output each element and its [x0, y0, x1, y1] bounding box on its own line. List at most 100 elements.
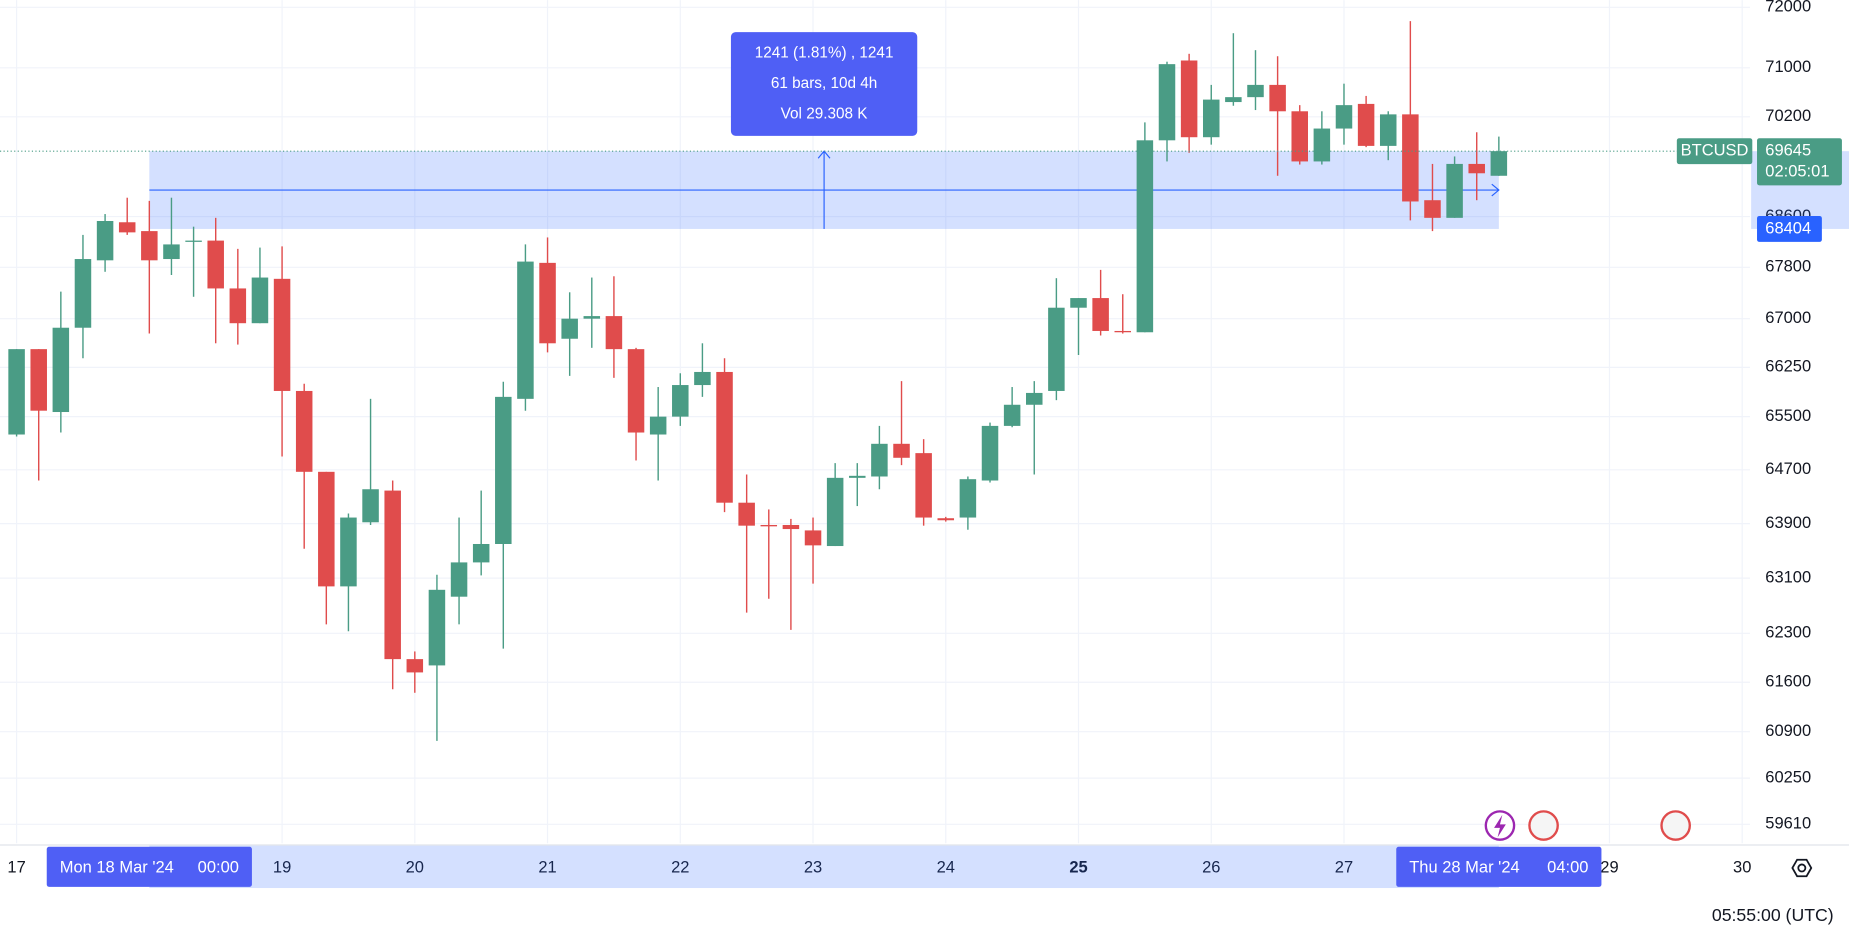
- candle-body: [273, 278, 291, 391]
- candle-body: [539, 262, 556, 344]
- measure-overlay: [149, 150, 1849, 889]
- candle-body: [141, 231, 158, 261]
- candle-body: [1158, 64, 1176, 141]
- candle-body: [1136, 140, 1154, 333]
- candle-body: [251, 277, 269, 324]
- candle-body: [760, 524, 778, 527]
- candle-body: [1446, 163, 1463, 218]
- candle-body: [649, 416, 667, 435]
- y-tick-label: 62300: [1765, 624, 1811, 642]
- symbol-box: [1676, 138, 1753, 165]
- last-price-label: 69645: [1765, 142, 1811, 160]
- x-tick-label: 19: [273, 858, 291, 876]
- labels: 1241 (1.81%) , 1241 61 bars, 10d 4h Vol 29…: [0, 32, 1842, 887]
- arrowhead: [817, 150, 831, 159]
- arrowhead: [1491, 183, 1500, 197]
- measure-from-label: 68404: [1765, 219, 1811, 237]
- flag-icon[interactable]: [1528, 810, 1559, 841]
- candle-body: [1379, 114, 1397, 146]
- candle-body: [871, 443, 888, 477]
- y-tick-label: 60900: [1765, 722, 1811, 740]
- candle-body: [1070, 298, 1087, 308]
- candle-body: [96, 220, 114, 261]
- y-tick-label: 67800: [1765, 258, 1811, 276]
- y-tick-label: 59610: [1765, 815, 1811, 833]
- candle-body: [384, 490, 401, 660]
- x-marker-box: [1396, 846, 1602, 887]
- candle-body: [738, 502, 755, 526]
- y-tick-label: 70200: [1765, 107, 1811, 125]
- candle-body: [340, 517, 357, 587]
- candle-body: [915, 453, 932, 518]
- event-icon-bolt: [1494, 814, 1506, 838]
- candle-body: [1424, 200, 1441, 218]
- candle-body: [981, 425, 999, 481]
- candle-body: [1357, 103, 1375, 146]
- candle-body: [118, 222, 136, 233]
- measure-from-box: [1757, 215, 1822, 242]
- candle-body: [1490, 151, 1508, 176]
- clock: 05:55:00 (UTC): [1712, 905, 1834, 925]
- candle-body: [716, 371, 733, 503]
- candle-body: [406, 659, 424, 673]
- measure-label: Vol 29.308 K: [781, 106, 869, 123]
- candle-body: [1269, 84, 1286, 112]
- candle-body: [450, 562, 468, 597]
- candle-body: [1335, 105, 1353, 129]
- x-marker-date: Thu 28 Mar '24: [1409, 858, 1519, 876]
- candle-body: [826, 477, 844, 547]
- y-tick-label: 63100: [1765, 569, 1811, 587]
- x-marker-date: Mon 18 Mar '24: [60, 858, 174, 876]
- candle-body: [1468, 163, 1485, 174]
- x-tick-label: 30: [1733, 858, 1751, 876]
- candle-body: [583, 316, 601, 319]
- candle-body: [782, 524, 800, 530]
- candle-body: [1026, 392, 1043, 405]
- x-tick-label: 17: [7, 858, 25, 876]
- candle-body: [937, 518, 955, 521]
- candle-body: [672, 385, 689, 417]
- candle-body: [295, 390, 313, 472]
- candle-body: [959, 479, 977, 518]
- x-tick-label: 27: [1335, 858, 1353, 876]
- candle-body: [694, 371, 711, 386]
- candle-body: [495, 396, 512, 544]
- candle-body: [163, 244, 180, 260]
- flag-icon[interactable]: [1660, 810, 1691, 841]
- candle-body: [1247, 84, 1264, 98]
- candle-body: [1114, 330, 1132, 333]
- candle-body: [30, 349, 47, 411]
- measure-label-box: [730, 32, 918, 136]
- price-box: [1757, 138, 1842, 186]
- x-tick-label: 22: [671, 858, 689, 876]
- candle-body: [362, 489, 379, 523]
- candle-body: [1092, 298, 1109, 331]
- measure-label: 1241 (1.81%) , 1241: [755, 44, 894, 61]
- candle-body: [428, 589, 446, 666]
- grid: 7200071000702006860067800670006625065500…: [0, 0, 1811, 876]
- x-tick-label: 23: [804, 858, 822, 876]
- candle-body: [627, 349, 645, 433]
- candle-body: [1048, 307, 1065, 391]
- y-tick-label: 71000: [1765, 58, 1811, 76]
- candles: [8, 21, 1508, 741]
- candle-body: [1313, 128, 1331, 162]
- measure-label: 61 bars, 10d 4h: [771, 75, 877, 92]
- candle-body: [804, 530, 822, 546]
- x-tick-label: 29: [1600, 858, 1618, 876]
- y-tick-label: 61600: [1765, 673, 1811, 691]
- y-tick-label: 72000: [1765, 0, 1811, 16]
- settings-icon[interactable]: [1791, 858, 1813, 878]
- candle-body: [229, 288, 247, 324]
- y-tick-label: 67000: [1765, 309, 1811, 327]
- candle-body: [1003, 404, 1021, 426]
- y-tick-label: 64700: [1765, 460, 1811, 478]
- candle-body: [185, 240, 202, 242]
- candle-body: [318, 471, 335, 587]
- axis-highlight: [149, 845, 1499, 889]
- candle-body: [1291, 111, 1308, 162]
- candle-body: [207, 240, 224, 289]
- x-marker-box: [46, 846, 252, 887]
